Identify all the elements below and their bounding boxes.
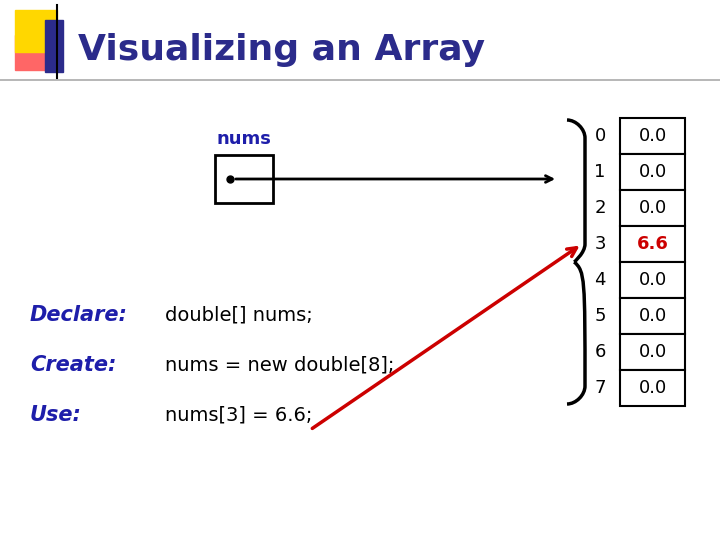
Text: 0.0: 0.0 bbox=[639, 307, 667, 325]
Bar bbox=[15, 35, 50, 70]
Text: nums[3] = 6.6;: nums[3] = 6.6; bbox=[165, 406, 312, 424]
Bar bbox=[215, 155, 273, 203]
Text: Declare:: Declare: bbox=[30, 305, 128, 325]
Bar bbox=[620, 190, 685, 226]
Bar bbox=[620, 370, 685, 406]
Text: 5: 5 bbox=[594, 307, 606, 325]
Bar bbox=[620, 334, 685, 370]
Bar bbox=[620, 226, 685, 262]
Text: nums = new double[8];: nums = new double[8]; bbox=[165, 355, 395, 375]
Text: 6.6: 6.6 bbox=[636, 235, 668, 253]
Bar bbox=[620, 118, 685, 154]
Text: 0.0: 0.0 bbox=[639, 199, 667, 217]
Text: 0.0: 0.0 bbox=[639, 163, 667, 181]
Text: 0.0: 0.0 bbox=[639, 127, 667, 145]
Text: 2: 2 bbox=[594, 199, 606, 217]
Text: double[] nums;: double[] nums; bbox=[165, 306, 312, 325]
Bar bbox=[45, 20, 63, 72]
Bar bbox=[15, 10, 57, 52]
Text: 0.0: 0.0 bbox=[639, 271, 667, 289]
Text: Visualizing an Array: Visualizing an Array bbox=[78, 33, 485, 67]
Text: 7: 7 bbox=[594, 379, 606, 397]
Text: nums: nums bbox=[217, 130, 271, 148]
Text: 0: 0 bbox=[595, 127, 606, 145]
Text: Create:: Create: bbox=[30, 355, 117, 375]
Bar bbox=[620, 298, 685, 334]
Text: 3: 3 bbox=[594, 235, 606, 253]
Text: 0.0: 0.0 bbox=[639, 343, 667, 361]
Bar bbox=[620, 154, 685, 190]
Bar bbox=[620, 262, 685, 298]
Text: 0.0: 0.0 bbox=[639, 379, 667, 397]
Text: 4: 4 bbox=[594, 271, 606, 289]
Text: 6: 6 bbox=[594, 343, 606, 361]
Text: Use:: Use: bbox=[30, 405, 82, 425]
Text: 1: 1 bbox=[594, 163, 606, 181]
